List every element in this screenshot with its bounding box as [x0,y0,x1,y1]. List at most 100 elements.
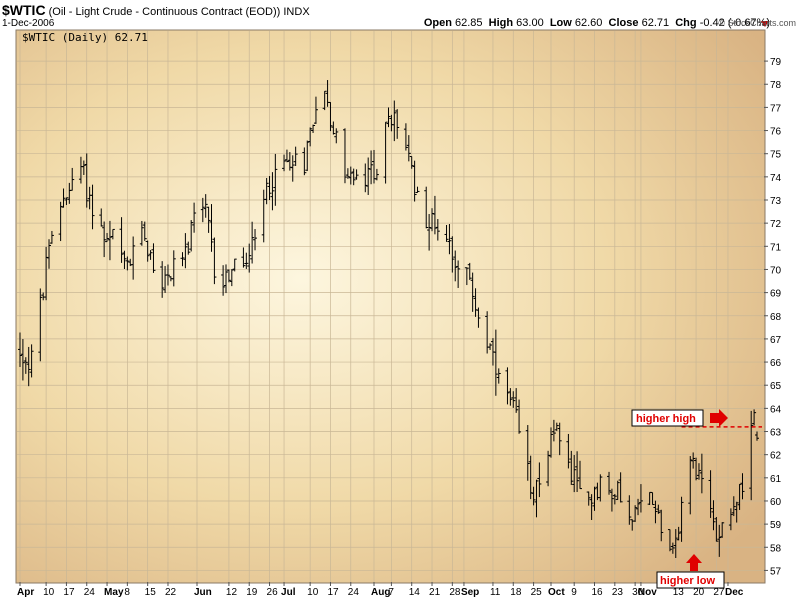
x-tick-label: 15 [145,587,157,598]
chart-date: 1-Dec-2006 [2,18,55,29]
ohlc-bar [403,123,408,151]
chg-value: -0.42 (-0.67%) [699,17,770,29]
ohlc-bar [676,526,681,541]
ohlc-bar [566,433,571,469]
ohlc-bar [395,109,400,139]
ohlc-bar [432,195,437,235]
x-tick-label: 16 [592,587,604,598]
ohlc-bar [508,388,513,406]
ohlc-bar [264,177,269,205]
ohlc-bar [122,250,127,269]
ohlc-bar [653,500,658,524]
plot-area [15,29,766,584]
instrument-name: (Oil - Light Crude - Continuous Contract… [48,6,281,18]
ohlc-bar [534,479,539,518]
low-value: 62.60 [574,17,603,29]
x-tick-label: Jul [281,587,296,598]
y-tick-label: 61 [770,474,782,485]
ohlc-bar [139,220,144,246]
y-tick-label: 68 [770,312,782,323]
ohlc-bar [496,368,501,384]
ohlc-bar [731,496,736,517]
ohlc-bar [749,410,754,501]
ohlc-bar [180,252,185,267]
x-tick-label: 20 [693,587,705,598]
ohlc-bar [20,339,25,381]
price-bars [18,80,759,559]
ohlc-bar [23,357,28,374]
ohlc-bar [90,184,95,230]
close-value: 62.71 [641,17,670,29]
ohlc-bar [406,135,411,162]
ohlc-summary: Open 62.85 High 63.00 Low 62.60 Close 62… [424,17,770,29]
ohlc-bar [273,153,278,206]
legend-label: $WTIC (Daily) 62.71 [22,31,148,44]
ohlc-bar [386,107,391,128]
ohlc-bar [525,425,530,481]
ohlc-bar [607,471,612,495]
ohlc-bar [467,262,472,280]
ohlc-bar [551,419,556,442]
x-tick-label: 18 [510,587,522,598]
higher-high-label: higher high [636,413,696,425]
higher-low-label: higher low [660,575,715,587]
x-tick-label: Aug [371,587,390,598]
x-tick-label: 10 [307,587,319,598]
x-tick-label: 17 [327,587,339,598]
ohlc-bar [691,452,696,469]
ohlc-bar [105,232,110,243]
y-tick-label: 69 [770,289,782,300]
ohlc-bar [107,220,112,261]
ohlc-bar [667,529,672,552]
ohlc-bar [29,344,34,378]
ohlc-bar [612,494,617,505]
y-tick-label: 75 [770,150,782,161]
ohlc-bar [49,230,54,244]
ohlc-bar [58,201,63,242]
higher-high-box [631,409,704,427]
ohlc-bar [752,409,757,426]
ohlc-bar [586,491,591,506]
ohlc-bar [450,236,455,273]
ohlc-bar [84,153,89,208]
ohlc-bar [638,484,643,513]
ohlc-bar [694,457,699,481]
x-tick-label: 22 [165,587,177,598]
ohlc-bar [711,500,716,531]
ohlc-bar [250,221,255,264]
ohlc-bar [548,427,553,458]
ohlc-bar [456,260,461,288]
ohlc-bar [290,155,295,182]
ohlc-bar [311,124,316,133]
x-tick-label: Nov [638,587,657,598]
x-tick-label: 9 [571,587,577,598]
ohlc-bar [369,150,374,185]
ohlc-bar [728,508,733,531]
y-tick-label: 78 [770,80,782,91]
x-tick-label: Jun [194,587,212,598]
ohlc-bar [38,288,43,362]
symbol-label: $WTIC [2,2,46,18]
ohlc-bar [528,455,533,500]
ohlc-bar [737,483,742,510]
ohlc-bar [488,343,493,350]
ohlc-bar [557,422,562,456]
ohlc-bar [171,250,176,287]
chg-label: Chg [675,17,697,29]
x-tick-label: 25 [531,587,543,598]
y-tick-label: 74 [770,173,782,184]
ohlc-bar [64,197,69,205]
close-label: Close [608,17,639,29]
ohlc-bar [383,121,388,184]
y-tick-label: 62 [770,451,782,462]
ohlc-bar [374,168,379,181]
ohlc-bar [241,247,246,268]
ohlc-bar [673,529,678,559]
ohlc-bar [160,261,165,298]
ohlc-bar [102,221,107,258]
ohlc-bar [424,186,429,229]
y-tick-label: 70 [770,265,782,276]
x-tick-label: May [104,587,124,598]
x-tick-label: 12 [226,587,238,598]
ohlc-bar [209,204,214,252]
